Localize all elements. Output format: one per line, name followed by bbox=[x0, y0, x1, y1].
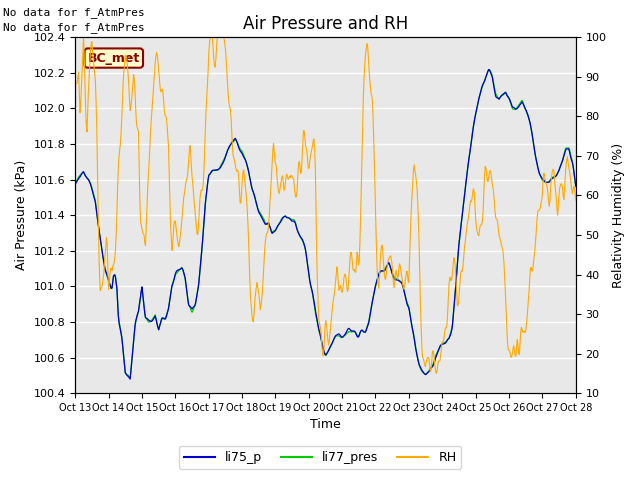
RH bbox=[210, 55, 218, 60]
RH bbox=[433, 370, 440, 376]
li75_p bbox=[71, 181, 79, 187]
Title: Air Pressure and RH: Air Pressure and RH bbox=[243, 15, 408, 33]
li77_pres bbox=[401, 293, 409, 299]
li75_p bbox=[387, 265, 394, 271]
RH bbox=[401, 279, 409, 285]
Line: li77_pres: li77_pres bbox=[75, 70, 576, 378]
Text: No data for f_AtmPres: No data for f_AtmPres bbox=[3, 7, 145, 18]
li77_pres bbox=[71, 180, 79, 186]
li75_p bbox=[184, 292, 191, 298]
li77_pres bbox=[126, 375, 134, 381]
Y-axis label: Air Pressure (kPa): Air Pressure (kPa) bbox=[15, 160, 28, 270]
li75_p bbox=[126, 376, 134, 382]
Y-axis label: Relativity Humidity (%): Relativity Humidity (%) bbox=[612, 143, 625, 288]
li75_p bbox=[572, 183, 580, 189]
RH bbox=[387, 253, 394, 259]
RH bbox=[81, 79, 89, 85]
li77_pres bbox=[184, 292, 191, 298]
li77_pres bbox=[81, 171, 88, 177]
X-axis label: Time: Time bbox=[310, 419, 341, 432]
RH bbox=[79, 35, 87, 40]
li77_pres bbox=[132, 316, 140, 322]
li77_pres bbox=[572, 184, 580, 190]
RH bbox=[184, 174, 191, 180]
Text: BC_met: BC_met bbox=[88, 51, 140, 65]
li77_pres bbox=[210, 168, 218, 173]
li75_p bbox=[401, 293, 409, 299]
Legend: li75_p, li77_pres, RH: li75_p, li77_pres, RH bbox=[179, 446, 461, 469]
RH bbox=[572, 197, 580, 203]
Line: li75_p: li75_p bbox=[75, 70, 576, 379]
li75_p bbox=[210, 168, 218, 173]
RH bbox=[71, 84, 79, 89]
li77_pres bbox=[486, 67, 493, 72]
li75_p bbox=[485, 67, 493, 72]
Line: RH: RH bbox=[75, 37, 576, 373]
li75_p bbox=[81, 170, 88, 176]
Text: No data for f_AtmPres: No data for f_AtmPres bbox=[3, 22, 145, 33]
li77_pres bbox=[387, 265, 394, 271]
RH bbox=[132, 120, 140, 125]
li75_p bbox=[132, 315, 140, 321]
